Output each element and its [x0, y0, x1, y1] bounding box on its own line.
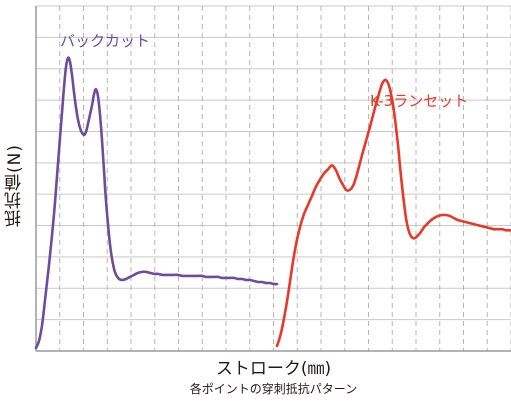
series-group: [34, 56, 511, 350]
series-line-1: [275, 78, 511, 348]
x-axis-label: ストローク(㎜): [215, 359, 332, 379]
vertical-gridlines: [59, 6, 511, 351]
chart-caption: 各ポイントの穿刺抵抗パターン: [189, 382, 358, 396]
series-label-backcut: バックカット: [60, 32, 151, 50]
series-line-0: [34, 56, 279, 350]
series-label-k3-lancet: K-3ランセット: [370, 92, 469, 110]
y-axis-label: 抵抗値(N): [5, 144, 25, 228]
